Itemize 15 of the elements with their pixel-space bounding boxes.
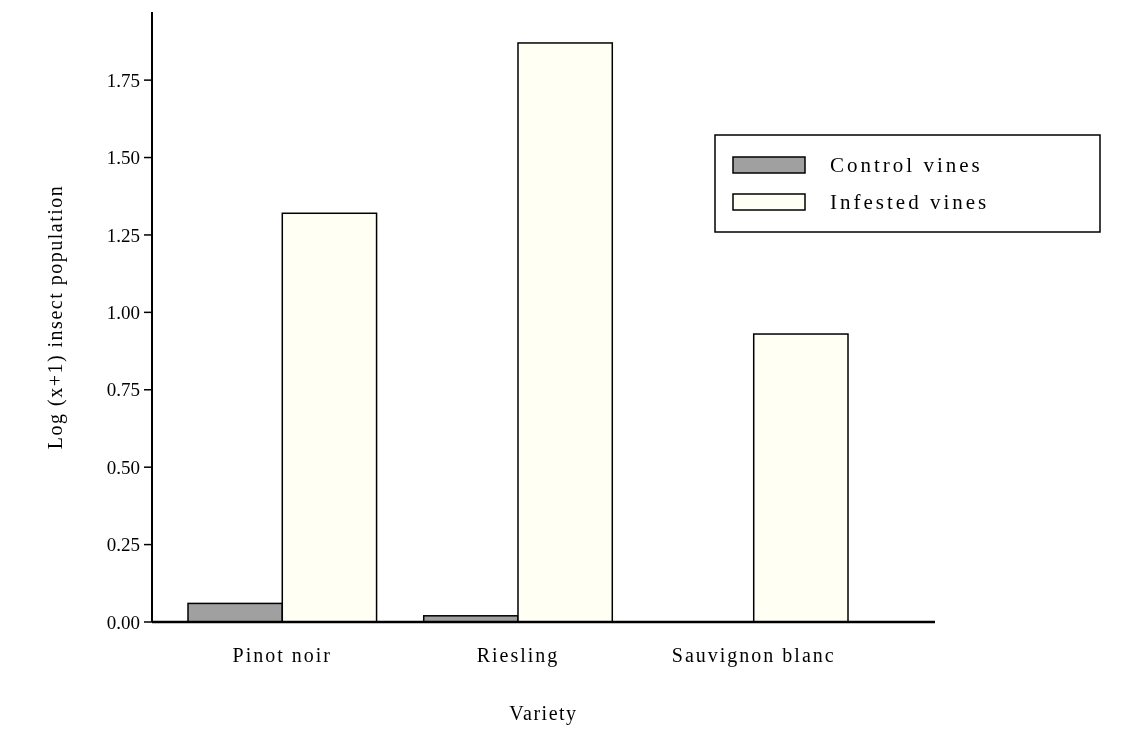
y-tick-label: 1.50: [106, 147, 140, 169]
legend-label: Infested vines: [830, 190, 990, 215]
x-tick-label: Sauvignon blanc: [671, 644, 836, 667]
y-tick-label: 1.25: [106, 224, 140, 246]
x-tick-label: Riesling: [476, 644, 560, 667]
y-tick-label: 0.00: [106, 611, 140, 633]
y-tick-label: 0.75: [106, 379, 140, 401]
y-axis-title: Log (x+1) insect population: [44, 184, 67, 450]
legend-label: Control vines: [830, 153, 983, 178]
x-tick-label: Pinot noir: [232, 644, 333, 666]
y-tick-label: 0.25: [106, 534, 140, 556]
y-tick-label: 1.75: [106, 69, 140, 91]
y-tick-label: 0.50: [106, 456, 140, 478]
x-axis-title: Variety: [509, 702, 578, 725]
y-tick-label: 1.00: [106, 302, 140, 324]
